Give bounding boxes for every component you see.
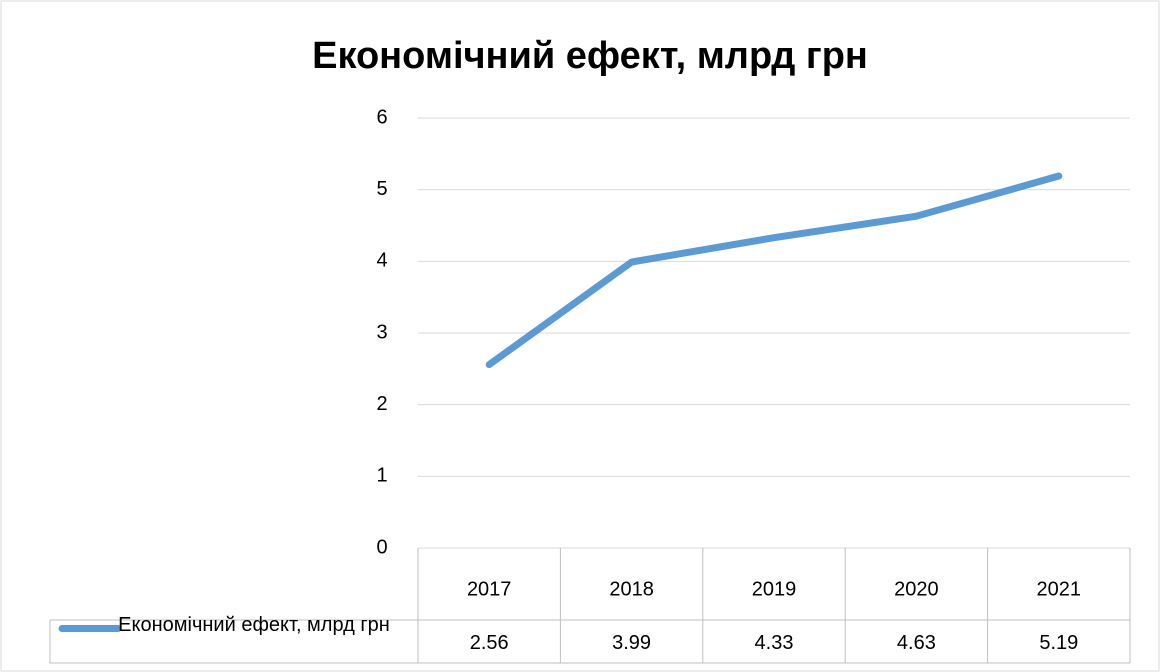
- chart-title: Економічний ефект, млрд грн: [312, 35, 868, 77]
- x-tick-label: 2018: [609, 578, 654, 600]
- y-tick-label: 6: [376, 106, 387, 128]
- data-table-value: 2.56: [470, 632, 509, 654]
- legend-label: Економічний ефект, млрд грн: [90, 612, 418, 639]
- x-tick-label: 2019: [752, 578, 797, 600]
- y-tick-label: 0: [376, 536, 387, 558]
- data-table-value: 5.19: [1039, 632, 1078, 654]
- y-tick-label: 3: [376, 321, 387, 343]
- y-tick-label: 1: [376, 465, 387, 487]
- x-tick-label: 2021: [1037, 578, 1082, 600]
- x-tick-label: 2020: [894, 578, 939, 600]
- y-tick-label: 2: [376, 393, 387, 415]
- data-table-value: 3.99: [612, 632, 651, 654]
- x-tick-label: 2017: [467, 578, 512, 600]
- page: Економічний ефект, млрд грн 0 1 2 3 4 5 6 2017 2…: [0, 0, 1160, 672]
- data-table-value: 4.33: [755, 632, 794, 654]
- chart: Економічний ефект, млрд грн 0 1 2 3 4 5 6 2017 2…: [0, 0, 1160, 672]
- y-tick-label: 5: [376, 178, 387, 200]
- legend-label-box: Економічний ефект, млрд грн: [90, 612, 418, 672]
- chart-frame: [1, 1, 1159, 671]
- y-tick-label: 4: [376, 250, 387, 272]
- data-table-value: 4.63: [897, 632, 936, 654]
